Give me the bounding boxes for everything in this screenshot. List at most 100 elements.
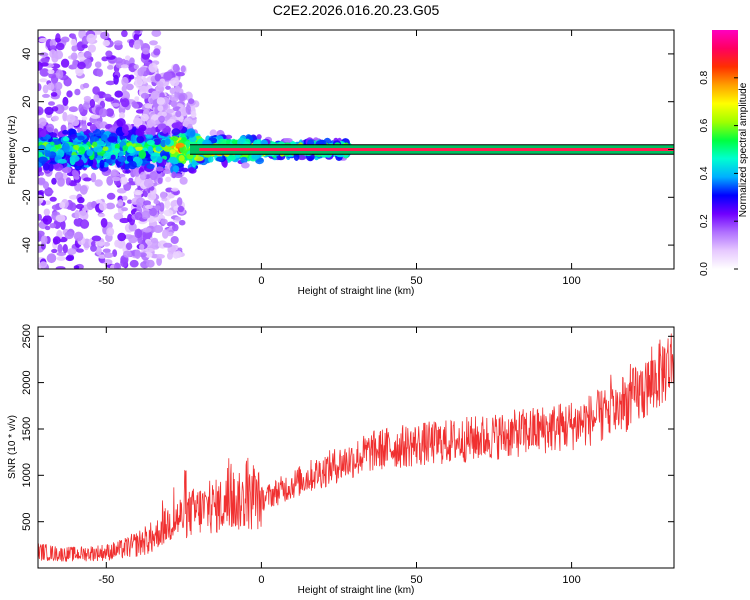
spectrogram-cell xyxy=(144,103,153,109)
snr-y-tick-label: 1000 xyxy=(21,463,33,487)
spectrogram-cell xyxy=(135,128,145,137)
spectrogram-cell xyxy=(297,154,307,161)
spectrogram-cell xyxy=(44,200,51,205)
spectrogram-cell xyxy=(81,123,88,132)
spectrogram-y-tick-label: -40 xyxy=(21,237,33,253)
spectrogram-cell xyxy=(120,176,128,185)
colorbar-tick-label: 0.6 xyxy=(699,118,710,132)
spectrogram-cell xyxy=(146,259,155,268)
spectrogram-cell xyxy=(134,146,145,151)
spectrogram-cell xyxy=(157,177,163,184)
spectrogram-cell xyxy=(165,176,172,183)
spectrogram-cell xyxy=(51,204,62,211)
colorbar-label: Normalized spectral amplitude xyxy=(738,82,749,217)
spectrogram-cell xyxy=(174,121,183,131)
spectrogram-cell xyxy=(134,30,141,35)
spectrogram-cell xyxy=(102,39,111,47)
spectrogram-cell xyxy=(116,118,126,128)
spectrogram-cell xyxy=(121,85,127,93)
spectrogram-cell xyxy=(78,210,88,219)
spectrogram-cell xyxy=(47,82,55,91)
spectrogram-cell xyxy=(105,108,115,117)
spectrogram-cell xyxy=(51,53,59,63)
spectrogram-cell xyxy=(130,134,136,144)
spectrogram-cell xyxy=(122,195,128,201)
spectrogram-cell xyxy=(146,163,155,170)
spectrogram-cell xyxy=(38,166,43,173)
spectrogram-cell xyxy=(156,81,164,88)
spectrogram-cell xyxy=(77,135,85,141)
carrier-band xyxy=(190,144,674,155)
spectrogram-cell xyxy=(39,52,49,57)
spectrogram-cell xyxy=(39,130,47,138)
spectrogram-cell xyxy=(42,84,49,94)
spectrogram-cell xyxy=(142,230,152,239)
spectrogram-cell xyxy=(62,136,70,142)
spectrogram-cell xyxy=(73,265,80,269)
spectrogram-cell xyxy=(175,110,182,118)
colorbar-tick-label: 0.8 xyxy=(699,70,710,84)
spectrogram-cell xyxy=(159,202,165,212)
spectrogram-cell xyxy=(133,64,139,70)
spectrogram-cell xyxy=(240,156,248,164)
spectrogram-cell xyxy=(102,259,113,265)
spectrogram-cell xyxy=(81,220,88,227)
spectrogram-cell xyxy=(83,95,92,102)
spectrogram-cell xyxy=(49,45,57,50)
spectrogram-cell xyxy=(48,101,55,106)
spectrogram-cell xyxy=(153,48,161,56)
spectrogram-cell xyxy=(157,104,164,112)
spectrogram-cell xyxy=(159,191,167,199)
snr-y-ticks: 500 1000 1500 2000 2500 xyxy=(21,324,674,531)
spectrogram-cell xyxy=(38,106,44,116)
spectrogram-cell xyxy=(175,142,185,148)
spectrogram-cell xyxy=(44,106,54,115)
spectrogram-cell xyxy=(94,179,103,187)
spectrogram-cell xyxy=(164,138,171,146)
spectrogram-cell xyxy=(174,216,182,221)
spectrogram-cell xyxy=(60,220,66,231)
spectrogram-cell xyxy=(151,30,162,37)
spectrogram-cell xyxy=(171,171,177,179)
spectrogram-cell xyxy=(163,146,173,152)
spectrogram-cell xyxy=(94,61,102,68)
spectrogram-cell xyxy=(142,227,152,233)
spectrogram-cell xyxy=(95,241,105,247)
snr-y-tick-label: 1500 xyxy=(21,417,33,441)
spectrogram-cell xyxy=(155,205,161,210)
spectrogram-cell xyxy=(121,30,128,38)
spectrogram-cell xyxy=(81,44,88,49)
spectrogram-cell xyxy=(111,176,121,182)
spectrogram-cell xyxy=(59,201,66,209)
spectrogram-cell xyxy=(181,167,189,173)
spectrogram-cell xyxy=(71,169,78,177)
spectrogram-cell xyxy=(127,145,134,154)
spectrogram-cell xyxy=(103,152,112,160)
spectrogram-cell xyxy=(121,90,130,101)
spectrogram-cell xyxy=(114,239,120,248)
spectrogram-cell xyxy=(178,219,186,226)
spectrogram-y-tick-label: 20 xyxy=(21,96,33,108)
spectrogram-cell xyxy=(45,143,52,151)
spectrogram-cell xyxy=(136,75,142,86)
spectrogram-cell xyxy=(77,196,85,204)
colorbar-scale xyxy=(712,30,738,269)
spectrogram-cell xyxy=(46,123,55,133)
spectrogram-cell xyxy=(241,162,250,169)
colorbar-tick-label: 0.0 xyxy=(699,262,710,276)
spectrogram-cell xyxy=(70,33,76,39)
spectrogram-cell xyxy=(136,197,146,206)
spectrogram-cell xyxy=(170,96,179,102)
spectrogram-cell xyxy=(69,194,78,200)
spectrogram-cell xyxy=(155,166,164,172)
spectrogram-x-tick-label: 50 xyxy=(410,275,422,287)
figure-title: C2E2.2026.016.20.23.G05 xyxy=(273,2,440,18)
spectrogram-cell xyxy=(93,145,103,153)
spectrogram-cell xyxy=(97,213,106,218)
spectrogram-cell xyxy=(93,94,100,103)
spectrogram-cell xyxy=(175,72,185,77)
spectrogram-cell xyxy=(98,201,107,211)
spectrogram-cell xyxy=(51,177,57,185)
spectrogram-cell xyxy=(105,80,116,86)
spectrogram-cell xyxy=(61,166,72,174)
